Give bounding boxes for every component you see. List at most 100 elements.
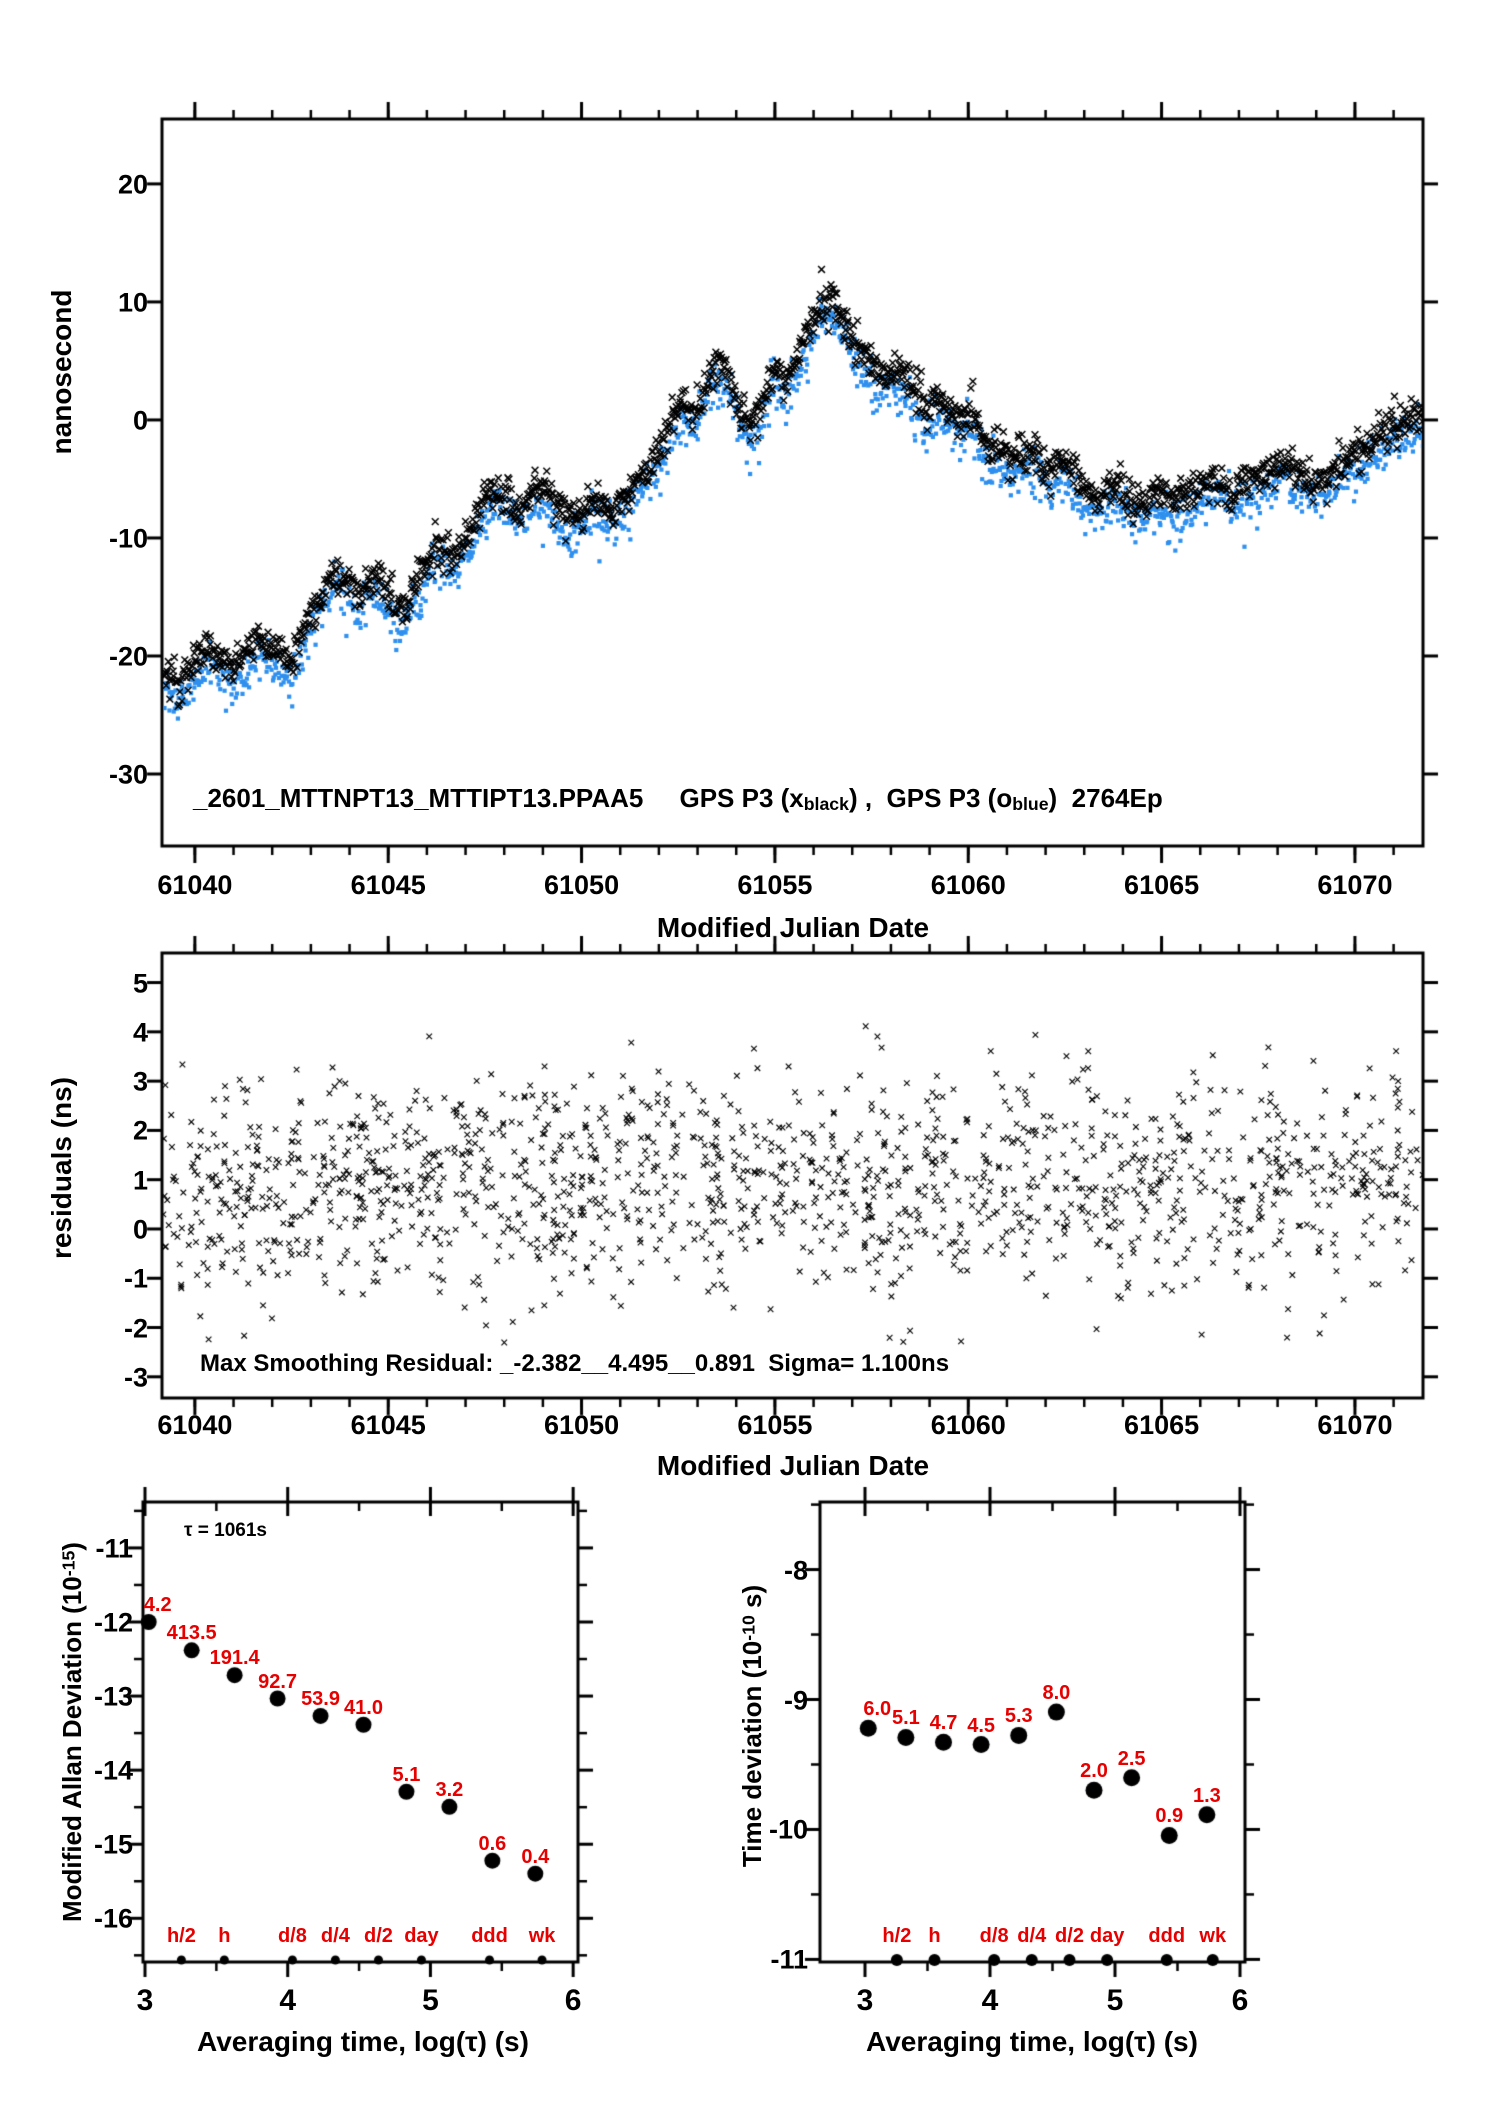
tdev-x-tick-label: 6 — [1231, 1984, 1249, 2017]
allan-y-tick-label: -13 — [93, 1681, 133, 1712]
mid-x-tick-label: 61065 — [1124, 1410, 1200, 1440]
tdev-tau-marker-label: h — [928, 1925, 941, 1947]
annotation-epochs: 2764Ep — [1071, 783, 1163, 813]
allan-tau-marker-label: day — [404, 1925, 439, 1947]
allan-tau-marker-label: h — [218, 1925, 231, 1947]
tdev-tau-marker-label: ddd — [1148, 1925, 1186, 1947]
mid-y-tick-label: -3 — [123, 1362, 148, 1393]
tdev-point-label: 1.3 — [1192, 1784, 1221, 1807]
allan-x-tick-label: 3 — [136, 1984, 154, 2017]
mid-annotation: Max Smoothing Residual: _-2.382__4.495__… — [200, 1350, 950, 1377]
top-x-tick-label: 61040 — [157, 870, 233, 900]
allan-point-label: 92.7 — [258, 1670, 298, 1693]
tdev-ylabel-close: s) — [737, 1584, 767, 1616]
top-annotation: _2601_MTTNPT13_MTTIPT13.PPAA5 GPS P3 (xb… — [193, 785, 1163, 814]
tdev-y-tick-label: -11 — [770, 1944, 808, 1975]
allan-x-tick-label: 5 — [422, 1984, 439, 2017]
tdev-tau-marker-label: wk — [1199, 1925, 1227, 1947]
mid-x-tick-label: 61070 — [1317, 1410, 1393, 1440]
top-y-tick-label: -10 — [108, 523, 148, 554]
allan-tau-marker-label: d/2 — [364, 1925, 393, 1947]
annotation-gps1-sub: black — [803, 794, 849, 815]
mid-y-tick-label: 2 — [132, 1115, 148, 1146]
allan-tau-marker-label: h/2 — [166, 1925, 196, 1947]
top-x-axis-title: Modified Julian Date — [656, 912, 930, 943]
tdev-x-tick-label: 4 — [981, 1984, 999, 2017]
top-y-tick-label: -30 — [108, 759, 148, 790]
mid-y-tick-label: -2 — [123, 1313, 148, 1344]
allan-point-label: 5.1 — [392, 1763, 421, 1786]
mid-x-tick-label: 61040 — [157, 1410, 233, 1440]
top-x-tick-label: 61050 — [544, 870, 620, 900]
tdev-y-tick-label: -8 — [783, 1555, 808, 1586]
allan-y-tick-label: -16 — [93, 1903, 133, 1934]
allan-ylabel-exponent: -15 — [58, 1550, 79, 1577]
annotation-file: _2601_MTTNPT13_MTTIPT13.PPAA5 — [193, 783, 644, 813]
mid-y-axis-title: residuals (ns) — [46, 1076, 77, 1260]
top-x-tick-label: 61045 — [350, 870, 426, 900]
allan-point-label: 191.4 — [209, 1647, 260, 1670]
allan-point-label: 4.2 — [143, 1594, 172, 1616]
tdev-y-tick-label: -9 — [783, 1685, 808, 1715]
allan-x-tick-label: 6 — [564, 1984, 582, 2017]
tdev-point-label: 8.0 — [1042, 1682, 1071, 1705]
tdev-tau-marker-label: d/8 — [979, 1925, 1009, 1947]
tdev-x-axis-title: Averaging time, log(τ) (s) — [866, 2026, 1198, 2057]
mid-x-tick-label: 61060 — [930, 1410, 1006, 1440]
allan-ylabel-text: Modified Allan Deviation (10 — [57, 1576, 87, 1922]
tdev-tau-marker-label: d/2 — [1055, 1925, 1084, 1947]
allan-point-label: 0.4 — [521, 1845, 550, 1868]
tdev-point-label: 5.1 — [891, 1707, 920, 1730]
tdev-x-tick-label: 3 — [856, 1984, 874, 2017]
annotation-gps2-close: ) — [1048, 783, 1072, 813]
allan-point-label: 413.5 — [166, 1622, 217, 1645]
mid-y-tick-label: -1 — [123, 1263, 148, 1294]
mid-x-tick-label: 61055 — [737, 1410, 813, 1440]
annotation-gps2: GPS P3 (o — [886, 783, 1013, 813]
top-x-tick-label: 61055 — [737, 870, 813, 900]
tdev-tau-marker-label: d/4 — [1017, 1925, 1047, 1947]
tdev-point-label: 2.0 — [1080, 1760, 1108, 1783]
allan-point-label: 0.6 — [478, 1832, 507, 1855]
allan-x-tick-label: 4 — [279, 1984, 297, 2017]
mid-x-tick-label: 61050 — [544, 1410, 620, 1440]
allan-y-tick-label: -11 — [95, 1533, 133, 1564]
allan-tau-marker-label: d/4 — [320, 1925, 350, 1947]
mid-x-tick-label: 61045 — [350, 1410, 426, 1440]
allan-tau-marker-label: d/8 — [277, 1925, 307, 1947]
tdev-point-label: 2.5 — [1117, 1747, 1146, 1770]
allan-x-axis-title: Averaging time, log(τ) (s) — [197, 2026, 529, 2057]
annotation-gps1-close: ) , — [848, 783, 887, 813]
mid-y-tick-label: 4 — [132, 1017, 148, 1048]
top-x-tick-label: 61065 — [1124, 870, 1200, 900]
annotation-gps2-sub: blue — [1012, 794, 1049, 815]
allan-tau-marker-label: wk — [528, 1925, 556, 1947]
tdev-point-label: 0.9 — [1155, 1805, 1184, 1828]
annotation-gps1: GPS P3 (x — [679, 783, 804, 813]
allan-point-label: 41.0 — [344, 1696, 383, 1719]
mid-y-tick-label: 5 — [132, 968, 148, 999]
annotation-gap — [643, 783, 679, 813]
allan-ylabel-close: ) — [57, 1542, 87, 1551]
top-y-tick-label: 10 — [117, 287, 148, 318]
mid-y-tick-label: 3 — [132, 1066, 148, 1097]
top-y-tick-label: 0 — [132, 405, 148, 436]
tdev-point-label: 4.5 — [967, 1714, 996, 1737]
top-x-tick-label: 61070 — [1317, 870, 1393, 900]
mid-y-tick-label: 1 — [132, 1165, 148, 1196]
top-y-tick-label: 20 — [117, 169, 148, 200]
allan-y-tick-label: -15 — [93, 1829, 133, 1860]
allan-y-axis-title: Modified Allan Deviation (10-15) — [57, 1542, 87, 1922]
allan-y-tick-label: -12 — [93, 1607, 133, 1638]
top-y-axis-title: nanosecond — [46, 289, 77, 455]
tdev-x-tick-label: 5 — [1106, 1984, 1124, 2017]
allan-point-label: 53.9 — [301, 1687, 340, 1710]
tdev-point-label: 4.7 — [929, 1712, 958, 1735]
top-x-tick-label: 61060 — [930, 870, 1006, 900]
allan-tau-marker-label: ddd — [471, 1925, 508, 1947]
tdev-ylabel-text: Time deviation (10 — [737, 1640, 767, 1868]
tdev-tau-marker-label: h/2 — [882, 1925, 912, 1947]
allan-tau-annotation: τ = 1061s — [184, 1520, 267, 1541]
